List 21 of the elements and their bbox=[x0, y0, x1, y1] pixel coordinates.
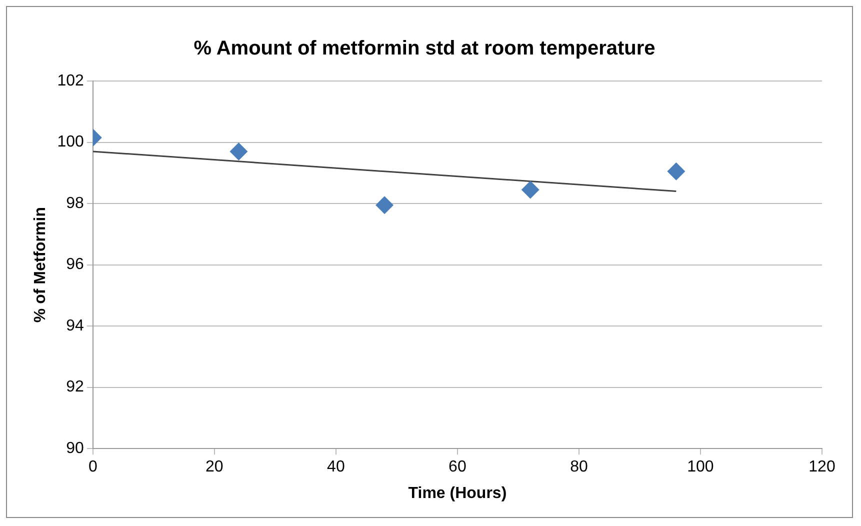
y-tick-label: 100 bbox=[57, 134, 84, 151]
point bbox=[230, 142, 248, 160]
y-axis-title: % of Metformin bbox=[32, 207, 50, 323]
x-tick-label: 100 bbox=[687, 458, 714, 476]
y-tick-label: 102 bbox=[57, 72, 84, 90]
y-tick-label: 90 bbox=[66, 440, 84, 458]
y-tick-label: 92 bbox=[66, 378, 84, 396]
point bbox=[521, 180, 540, 199]
point bbox=[376, 196, 394, 214]
y-tick-label: 96 bbox=[66, 256, 84, 274]
x-tick-label: 60 bbox=[448, 458, 466, 476]
x-tick-label: 120 bbox=[808, 458, 836, 476]
x-tick-label: 0 bbox=[88, 458, 98, 476]
y-tick-label: 98 bbox=[66, 194, 84, 212]
point bbox=[667, 162, 686, 180]
x-tick-label: 20 bbox=[206, 458, 224, 476]
y-tick-label: 94 bbox=[66, 317, 84, 334]
chart-title: % Amount of metformin std at room temperature bbox=[194, 38, 656, 60]
x-tick-label: 40 bbox=[327, 458, 345, 476]
x-axis-title: Time (Hours) bbox=[408, 484, 507, 502]
x-tick-label: 80 bbox=[570, 458, 588, 476]
